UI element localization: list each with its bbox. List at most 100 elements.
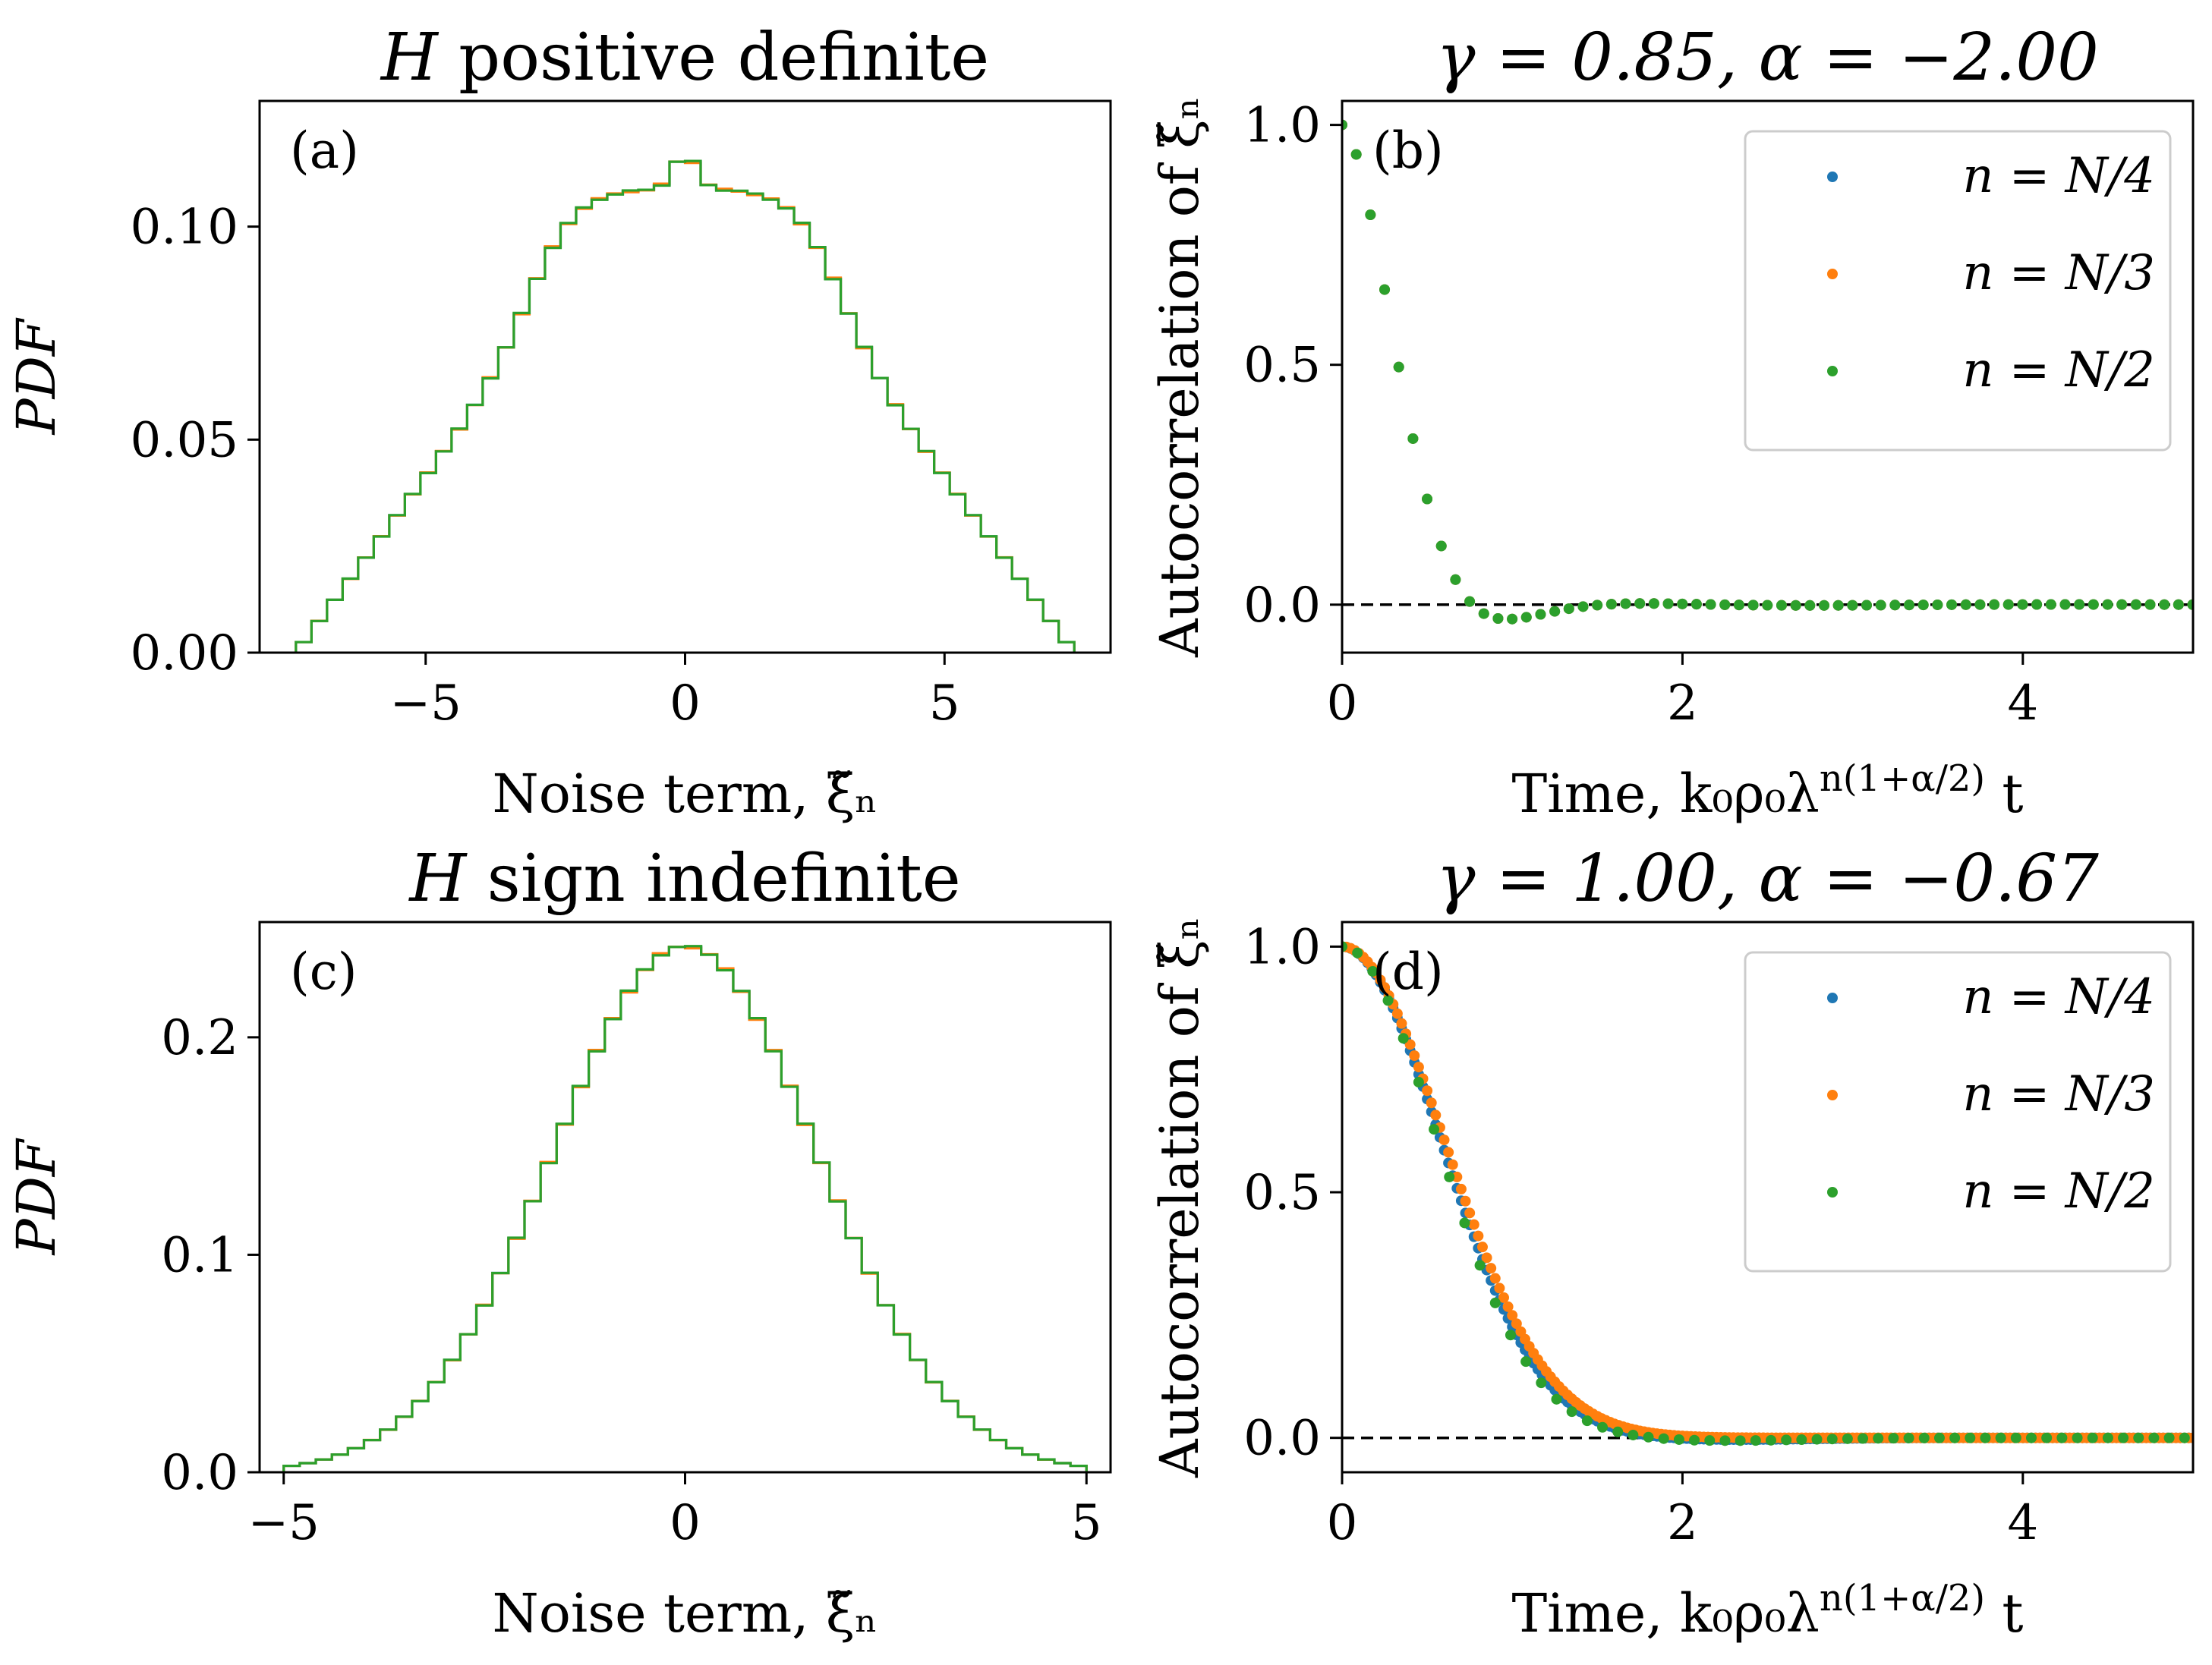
data-point-green [2173, 599, 2184, 610]
data-point-green [1781, 1434, 1792, 1446]
data-point-green [2059, 599, 2071, 610]
y-tick-label: 0.5 [1243, 1165, 1321, 1221]
data-point-orange [1473, 1230, 1484, 1242]
panel-label: (b) [1372, 121, 1444, 180]
data-point-green [1489, 1297, 1501, 1308]
data-point-green [2187, 599, 2193, 610]
x-tick-label: 4 [2007, 1495, 2038, 1551]
data-point-green [1762, 600, 1773, 611]
data-point-green [2118, 1432, 2129, 1443]
data-point-green [1796, 1434, 1807, 1446]
chart-title: γ = 1.00, α = −0.67 [1436, 841, 2099, 917]
legend-marker-green [1827, 1187, 1838, 1198]
data-point-green [2159, 599, 2170, 610]
plot-frame [258, 99, 1112, 654]
data-point-green [1520, 1356, 1532, 1368]
data-point-orange [1460, 1195, 1471, 1207]
y-axis-label: Autocorrelation of ξ̃ₙ [1149, 96, 1211, 658]
data-point-green [1520, 612, 1532, 623]
data-point-green [1393, 361, 1404, 373]
plot-frame [1341, 921, 2195, 1474]
data-point-green [1918, 1432, 1930, 1443]
data-point-orange [1489, 1273, 1501, 1284]
data-point-green [1566, 1406, 1577, 1418]
data-point-green [2056, 1432, 2068, 1443]
data-point-green [1904, 600, 1915, 611]
data-point-green [1551, 1393, 1562, 1405]
x-axis-label: Time, k₀ρ₀λn(1+α/2) t [1511, 1577, 2023, 1645]
y-tick-label: 0.0 [1243, 578, 1321, 634]
legend-entry: n = N/4 [1962, 148, 2155, 204]
data-point-green [1719, 1435, 1731, 1446]
data-point-green [1634, 598, 1646, 609]
data-point-green [1397, 1033, 1409, 1044]
data-point-green [1597, 1421, 1609, 1433]
x-tick-label: 0 [1327, 675, 1358, 732]
data-point-green [1605, 599, 1617, 610]
data-point-green [1464, 596, 1476, 607]
data-point-green [1379, 284, 1391, 295]
legend-entry: n = N/4 [1962, 969, 2155, 1025]
data-point-green [1750, 1435, 1761, 1446]
data-point-green [1352, 947, 1363, 958]
x-tick-label: 0 [670, 675, 701, 732]
data-point-green [1492, 612, 1504, 624]
data-point-green [2148, 1432, 2160, 1443]
data-point-green [1861, 600, 1873, 611]
data-point-green [1847, 600, 1858, 611]
x-tick-label: 0 [670, 1495, 701, 1551]
data-point-green [1946, 599, 1958, 610]
data-point-green [1705, 599, 1716, 610]
data-point-green [1592, 600, 1603, 611]
x-tick-label: −5 [248, 1495, 320, 1551]
y-tick-label: 1.0 [1243, 919, 1321, 975]
data-point-green [2116, 599, 2128, 610]
data-point-orange [1476, 1242, 1488, 1253]
x-axis-label-part: Time, k₀ρ₀λ [1511, 763, 1819, 825]
scatter-points [1342, 941, 2193, 1446]
x-axis-label-part: t [1985, 1582, 2023, 1645]
data-point-green [1407, 433, 1419, 444]
data-point-green [1507, 613, 1518, 625]
chart-b: 0 2 4 0.0 0.5 1.0 (b) γ = 0.85, α = −2.00 Time, … [1149, 20, 2195, 825]
data-point-green [1818, 600, 1829, 611]
x-tick-label: 5 [1071, 1495, 1102, 1551]
y-tick-label: 1.0 [1243, 98, 1321, 154]
data-point-green [2133, 1432, 2144, 1443]
data-point-green [1365, 209, 1376, 221]
data-point-green [1989, 599, 2000, 610]
data-point-orange [1481, 1252, 1492, 1264]
histogram-series-orange [295, 160, 1076, 653]
histogram-series-green [282, 945, 1088, 1472]
legend-entry: n = N/3 [1962, 1066, 2155, 1122]
data-point-green [1435, 540, 1447, 552]
data-point-orange [1447, 1159, 1458, 1170]
data-point-green [1612, 1426, 1624, 1437]
data-point-green [1536, 1377, 1547, 1389]
data-point-orange [1486, 1263, 1497, 1274]
data-point-green [2179, 1432, 2190, 1443]
data-point-green [1382, 995, 1394, 1006]
data-point-green [2144, 599, 2156, 610]
data-point-green [2087, 1432, 2098, 1443]
legend-marker-green [1827, 366, 1838, 376]
x-axis-label-part: n(1+α/2) [1820, 1577, 1985, 1619]
data-point-green [1689, 1434, 1700, 1446]
data-point-green [1903, 1432, 1914, 1443]
x-tick-label: 2 [1667, 1495, 1698, 1551]
data-point-orange [1379, 982, 1391, 993]
data-point-green [1413, 1076, 1424, 1087]
y-tick-label: 0.00 [131, 625, 239, 681]
data-point-green [1933, 1432, 1945, 1443]
data-point-green [2102, 1432, 2113, 1443]
data-point-green [1581, 1415, 1593, 1427]
legend-marker-blue [1827, 172, 1838, 182]
data-point-green [1826, 1434, 1838, 1445]
data-point-orange [1391, 1008, 1403, 1019]
plot-frame [258, 921, 1112, 1474]
data-point-green [1765, 1434, 1776, 1446]
data-point-orange [1511, 1318, 1522, 1330]
data-point-green [1429, 1124, 1440, 1135]
plot-frame [1341, 99, 2195, 654]
data-point-green [1673, 1434, 1684, 1445]
